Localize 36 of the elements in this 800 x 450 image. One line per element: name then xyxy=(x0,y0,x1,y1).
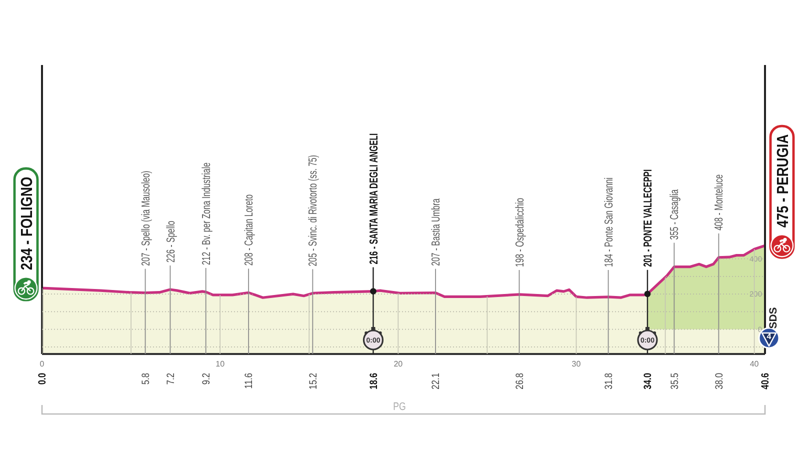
text: SDS xyxy=(768,307,780,329)
x2-tick-label: 9.2 xyxy=(200,373,213,385)
x2-tick-label: 0.0 xyxy=(36,373,49,385)
x2-tick-label: 18.6 xyxy=(368,373,380,390)
ref-line-label: 205 - Svinc. di Rivotorto (ss. 75) xyxy=(307,154,320,266)
text: 4 xyxy=(766,332,772,341)
x-tick-label: 0 xyxy=(40,360,45,369)
ref-line-label: 208 - Capitan Loreto xyxy=(243,194,256,266)
x2-tick-label: 11.6 xyxy=(243,373,256,389)
x2-tick-label: 38.0 xyxy=(714,373,726,390)
x2-tick-label: 40.6 xyxy=(760,373,772,390)
ref-line-label: 207 - Spello (via Mausoleo) xyxy=(140,170,153,266)
x2-tick-label: 34.0 xyxy=(642,373,654,390)
ref-line-label: 226 - Spello xyxy=(164,220,178,263)
ref-line-label: 201 - PONTE VALLECEPPI xyxy=(642,169,655,267)
annotation: 475 - PERUGIA xyxy=(774,134,792,228)
ref-line-label: 216 - SANTA MARIA DEGLI ANGELI xyxy=(368,133,381,264)
ref-line-label: 408 - Monteluce xyxy=(713,174,726,230)
x2-tick-label: 26.8 xyxy=(514,373,526,390)
ref-line-label: 207 - Bastia Umbra xyxy=(430,198,444,266)
ref-line-label: 355 - Casaglia xyxy=(668,188,682,240)
text: PG xyxy=(393,401,406,414)
ref-line-label: 198 - Ospedalicchio xyxy=(514,198,527,267)
ref-line-label: 212 - Bv. per Zona Industriale xyxy=(200,162,214,265)
annotation: 234 - FOLIGNO xyxy=(18,176,36,270)
x2-tick-label: 31.8 xyxy=(603,373,616,390)
x-tick-label: 10 xyxy=(216,360,226,369)
x2-tick-label: 5.8 xyxy=(140,373,152,385)
x2-tick-label: 22.1 xyxy=(430,373,443,390)
x2-tick-label: 15.2 xyxy=(308,373,320,390)
x-tick-label: 20 xyxy=(394,360,404,369)
x-tick-label: 40 xyxy=(750,360,760,369)
x2-tick-label: 7.2 xyxy=(165,373,178,385)
x-tick-label: 30 xyxy=(572,360,582,369)
x2-tick-label: 35.5 xyxy=(669,373,682,390)
ref-line-label: 184 - Ponte San Giovanni xyxy=(602,177,616,267)
